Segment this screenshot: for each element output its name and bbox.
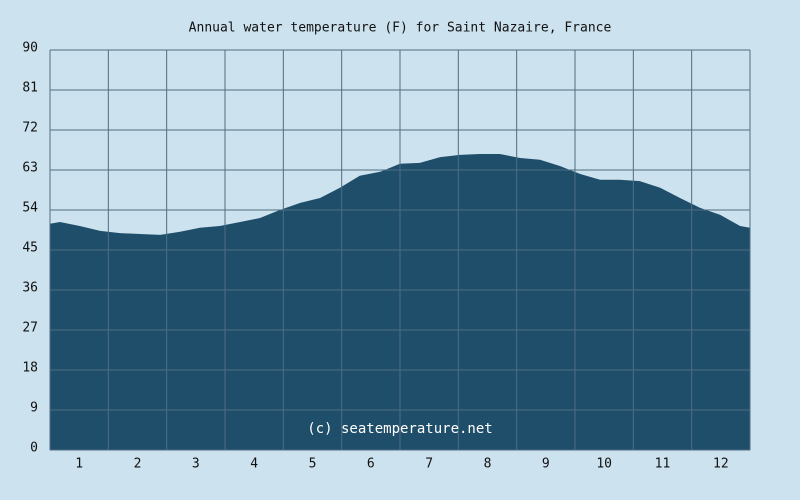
- y-tick-label: 36: [22, 281, 38, 296]
- y-tick-label: 81: [22, 81, 38, 96]
- watermark: (c) seatemperature.net: [307, 421, 492, 437]
- x-tick-label: 5: [309, 457, 317, 472]
- x-tick-label: 2: [134, 457, 142, 472]
- chart-title: Annual water temperature (F) for Saint N…: [189, 21, 612, 36]
- x-tick-label: 6: [367, 457, 375, 472]
- y-tick-label: 45: [22, 241, 38, 256]
- y-tick-label: 18: [22, 361, 38, 376]
- x-tick-label: 8: [484, 457, 492, 472]
- x-tick-label: 12: [713, 457, 729, 472]
- y-tick-label: 9: [30, 401, 38, 416]
- x-tick-label: 10: [596, 457, 612, 472]
- x-tick-label: 4: [250, 457, 258, 472]
- y-tick-label: 90: [22, 41, 38, 56]
- x-tick-label: 9: [542, 457, 550, 472]
- x-tick-label: 1: [75, 457, 83, 472]
- x-tick-label: 7: [425, 457, 433, 472]
- y-tick-label: 54: [22, 201, 38, 216]
- x-tick-label: 3: [192, 457, 200, 472]
- y-tick-label: 72: [22, 121, 38, 136]
- x-tick-label: 11: [655, 457, 671, 472]
- y-tick-label: 0: [30, 441, 38, 456]
- y-tick-label: 27: [22, 321, 38, 336]
- y-tick-label: 63: [22, 161, 38, 176]
